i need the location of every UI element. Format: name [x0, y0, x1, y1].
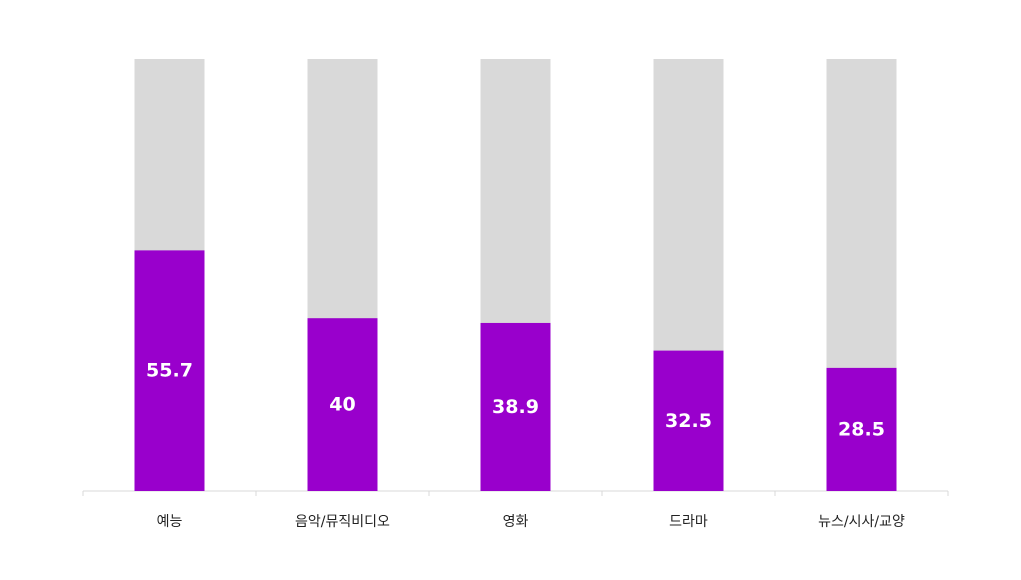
x-axis-ticks	[82, 491, 949, 496]
bar-value-label: 32.5	[665, 410, 712, 432]
category-label: 영화	[503, 514, 529, 530]
bar-value-label: 55.7	[146, 360, 193, 382]
bar-value	[307, 318, 378, 491]
bar-value	[480, 322, 551, 491]
bar-value-label: 40	[329, 394, 355, 416]
bars-group	[134, 59, 897, 491]
bar-value	[134, 250, 205, 491]
category-label: 음악/뮤직비디오	[295, 514, 390, 530]
bar-value-label: 38.9	[492, 396, 539, 418]
bar-value-label: 28.5	[838, 418, 885, 440]
value-labels-group: 55.7 40 38.9 32.5 28.5	[146, 360, 885, 441]
category-label: 드라마	[669, 514, 708, 530]
bar-value	[826, 367, 897, 491]
bar-value	[653, 350, 724, 491]
category-label: 예능	[157, 514, 183, 530]
category-labels-group: 예능 음악/뮤직비디오 영화 드라마 뉴스/시사/교양	[157, 514, 905, 530]
category-label: 뉴스/시사/교양	[818, 514, 905, 530]
